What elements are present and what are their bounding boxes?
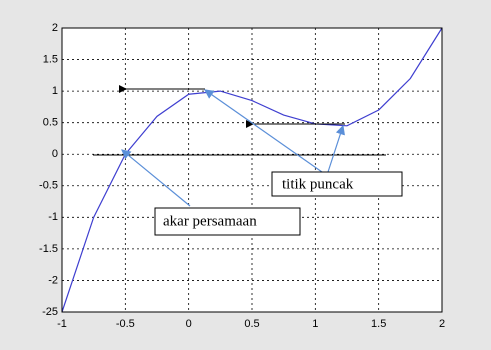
x-tick-label: -1 xyxy=(57,318,67,330)
axes-frame xyxy=(61,27,443,313)
pointer-arrow xyxy=(204,89,323,173)
annotation: titik puncak xyxy=(282,176,354,192)
annotation: akar persamaan xyxy=(163,213,257,229)
x-tick-label: -0.5 xyxy=(116,318,135,330)
y-tick-label: 0.5 xyxy=(43,117,58,129)
x-tick-label: 2 xyxy=(439,318,445,330)
y-tick-label: -1 xyxy=(48,211,58,223)
x-tick-label: 1 xyxy=(312,318,318,330)
annotation-box xyxy=(271,171,403,197)
x-tick-label: 0 xyxy=(186,318,192,330)
x-tick-label: 1.5 xyxy=(371,318,386,330)
y-tick-label: -2 xyxy=(48,274,58,286)
y-tick-label: -0.5 xyxy=(39,180,58,192)
pointer-arrow xyxy=(327,124,345,173)
x-tick-label: 0.5 xyxy=(244,318,259,330)
y-tick-label: 1 xyxy=(52,85,58,97)
annotation-box xyxy=(154,207,301,236)
y-tick-label: -25 xyxy=(42,306,58,318)
y-tick-label: -1.5 xyxy=(39,243,58,255)
y-tick-label: 0 xyxy=(52,148,58,160)
y-tick-label: 1.5 xyxy=(43,53,58,65)
y-tick-label: 2 xyxy=(52,22,58,34)
pointer-arrow xyxy=(121,149,191,207)
